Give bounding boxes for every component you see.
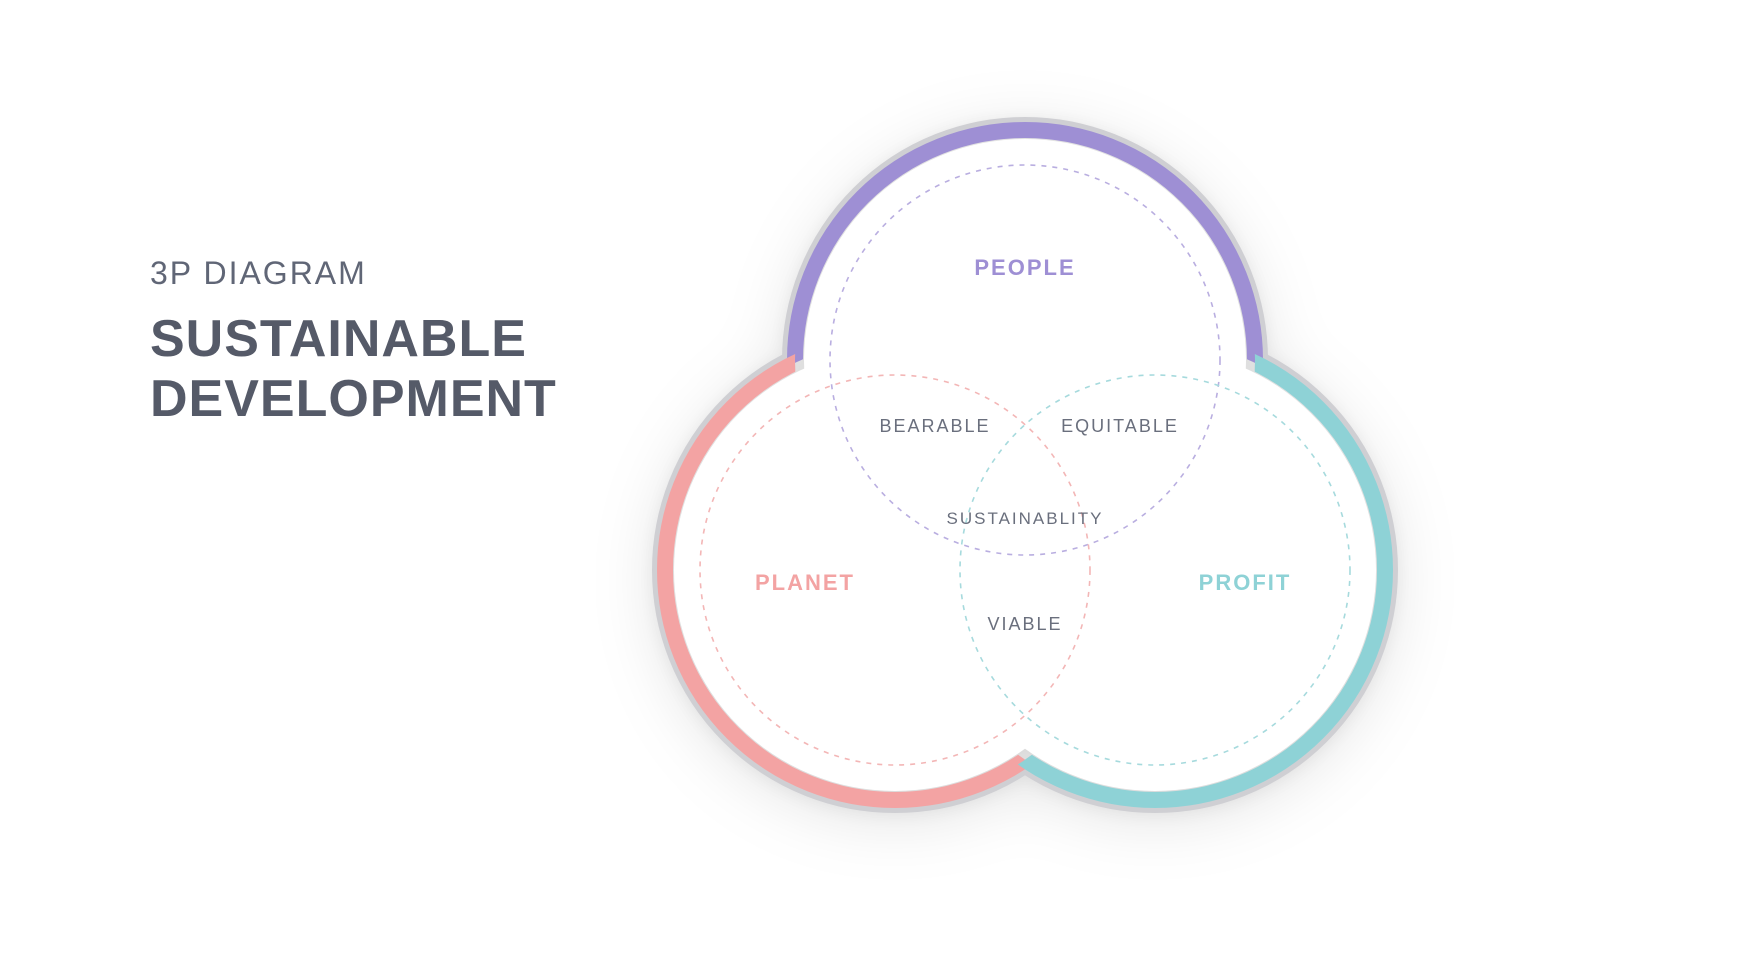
people-label: PEOPLE (974, 255, 1075, 280)
equitable-label: EQUITABLE (1061, 416, 1179, 436)
profit-label: PROFIT (1199, 570, 1292, 595)
diagram-title: SUSTAINABLE DEVELOPMENT (150, 310, 557, 430)
venn-diagram: PEOPLE PLANET PROFIT BEARABLE EQUITABLE … (615, 80, 1435, 840)
planet-label: PLANET (755, 570, 855, 595)
sustainability-label: SUSTAINABLITY (947, 509, 1104, 528)
title-line-2: DEVELOPMENT (150, 370, 557, 428)
diagram-subtitle: 3P DIAGRAM (150, 255, 557, 292)
page-root: 3P DIAGRAM SUSTAINABLE DEVELOPMENT (0, 0, 1742, 980)
bearable-label: BEARABLE (879, 416, 990, 436)
viable-label: VIABLE (987, 614, 1062, 634)
title-block: 3P DIAGRAM SUSTAINABLE DEVELOPMENT (150, 255, 557, 430)
venn-fills (662, 127, 1388, 803)
title-line-1: SUSTAINABLE (150, 310, 527, 368)
